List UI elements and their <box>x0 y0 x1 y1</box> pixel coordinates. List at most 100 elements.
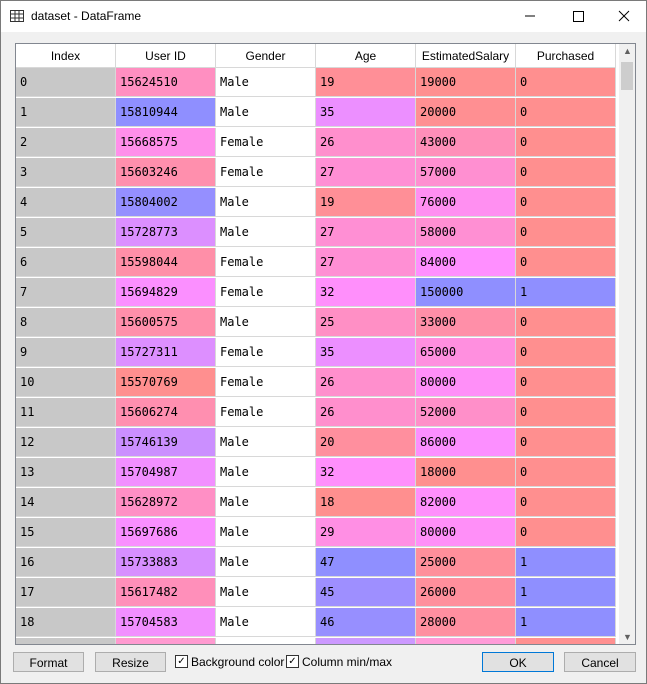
table-cell: 0 <box>516 368 616 397</box>
table-cell: 19 <box>316 188 416 217</box>
scroll-down[interactable]: ▼ <box>623 632 632 642</box>
table-cell: 0 <box>516 248 616 277</box>
row-index: 2 <box>16 128 116 157</box>
table-cell: 15603246 <box>116 158 216 187</box>
table-cell: 0 <box>516 428 616 457</box>
table-cell: Female <box>216 338 316 367</box>
table-cell: Male <box>216 68 316 97</box>
partial-row-cell <box>516 638 616 644</box>
column-header: Purchased <box>516 44 616 68</box>
scroll-thumb[interactable] <box>621 62 633 90</box>
table-cell: 1 <box>516 548 616 577</box>
table-cell: 15570769 <box>116 368 216 397</box>
scroll-up[interactable]: ▲ <box>623 46 632 56</box>
table-cell: 58000 <box>416 218 516 247</box>
row-index: 11 <box>16 398 116 427</box>
table-cell: 15728773 <box>116 218 216 247</box>
table-cell: 0 <box>516 488 616 517</box>
table-cell: 26 <box>316 398 416 427</box>
table-cell: 80000 <box>416 368 516 397</box>
ok-button[interactable]: OK <box>482 652 554 672</box>
row-index: 6 <box>16 248 116 277</box>
table-cell: 0 <box>516 308 616 337</box>
table-cell: 150000 <box>416 278 516 307</box>
table-cell: Female <box>216 398 316 427</box>
table-cell: 35 <box>316 338 416 367</box>
table-cell: Female <box>216 248 316 277</box>
table-cell: Male <box>216 548 316 577</box>
row-index: 8 <box>16 308 116 337</box>
scrollbar[interactable]: ▲ ▼ <box>619 44 635 644</box>
table-cell: 15694829 <box>116 278 216 307</box>
checkbox[interactable]: ✓ <box>175 655 188 668</box>
table-cell: 15617482 <box>116 578 216 607</box>
table-cell: 25000 <box>416 548 516 577</box>
row-index: 5 <box>16 218 116 247</box>
table-cell: 27 <box>316 218 416 247</box>
table-cell: 27 <box>316 158 416 187</box>
table-cell: 19000 <box>416 68 516 97</box>
table-cell: 15600575 <box>116 308 216 337</box>
table-cell: 35 <box>316 98 416 127</box>
row-index: 9 <box>16 338 116 367</box>
table-cell: 26 <box>316 368 416 397</box>
cancel-button[interactable]: Cancel <box>564 652 636 672</box>
table-cell: Male <box>216 218 316 247</box>
table-cell: 0 <box>516 128 616 157</box>
partial-row-cell <box>416 638 516 644</box>
table-cell: 80000 <box>416 518 516 547</box>
table-cell: 46 <box>316 608 416 637</box>
row-index: 15 <box>16 518 116 547</box>
table-cell: Male <box>216 458 316 487</box>
row-index: 3 <box>16 158 116 187</box>
table-cell: Male <box>216 188 316 217</box>
table-cell: 20 <box>316 428 416 457</box>
table-cell: 15697686 <box>116 518 216 547</box>
table-cell: 28000 <box>416 608 516 637</box>
table-cell: 65000 <box>416 338 516 367</box>
minimize-button[interactable] <box>515 5 545 27</box>
column-header: Index <box>16 44 116 68</box>
table-cell: 15668575 <box>116 128 216 157</box>
table-cell: 15733883 <box>116 548 216 577</box>
table-cell: 57000 <box>416 158 516 187</box>
close-button[interactable] <box>609 5 639 27</box>
checkbox[interactable]: ✓ <box>286 655 299 668</box>
row-index: 7 <box>16 278 116 307</box>
table-cell: 1 <box>516 278 616 307</box>
checkbox-label[interactable]: Background color <box>191 655 285 669</box>
row-index: 18 <box>16 608 116 637</box>
table-cell: 32 <box>316 278 416 307</box>
partial-row-cell <box>216 638 316 644</box>
row-index: 0 <box>16 68 116 97</box>
table-cell: 18 <box>316 488 416 517</box>
table-cell: Male <box>216 308 316 337</box>
table-cell: 0 <box>516 188 616 217</box>
row-index: 1 <box>16 98 116 127</box>
table-cell: 27 <box>316 248 416 277</box>
table-cell: Male <box>216 488 316 517</box>
table-cell: 0 <box>516 68 616 97</box>
table-cell: Male <box>216 518 316 547</box>
maximize-button[interactable] <box>563 5 593 27</box>
table-cell: 20000 <box>416 98 516 127</box>
column-header: Gender <box>216 44 316 68</box>
table-cell: Female <box>216 158 316 187</box>
row-index: 4 <box>16 188 116 217</box>
table-cell: 43000 <box>416 128 516 157</box>
resize-button[interactable]: Resize <box>95 652 166 672</box>
checkbox-label[interactable]: Column min/max <box>302 655 393 669</box>
table-cell: 26000 <box>416 578 516 607</box>
table-cell: 84000 <box>416 248 516 277</box>
table-cell: 26 <box>316 128 416 157</box>
table-cell: 15810944 <box>116 98 216 127</box>
table-cell: 1 <box>516 608 616 637</box>
table-icon <box>10 10 24 22</box>
table-cell: 15804002 <box>116 188 216 217</box>
table-cell: Male <box>216 428 316 457</box>
partial-row-cell <box>16 638 116 644</box>
format-button[interactable]: Format <box>13 652 84 672</box>
table-cell: Male <box>216 578 316 607</box>
table-cell: 19 <box>316 68 416 97</box>
